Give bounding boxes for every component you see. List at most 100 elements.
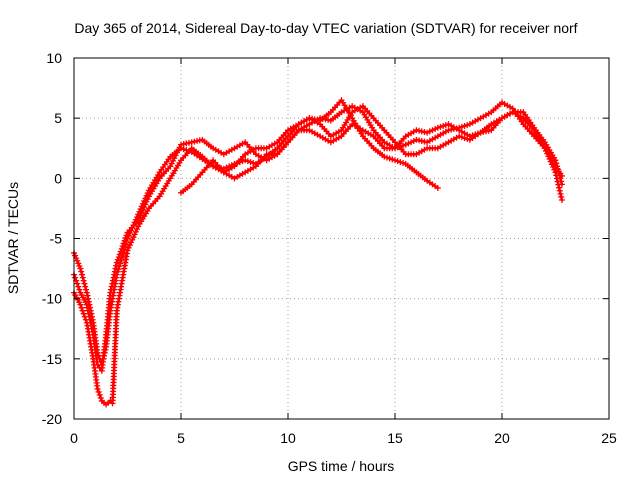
- data-point: [82, 283, 89, 290]
- data-point: [79, 271, 86, 278]
- data-point: [80, 310, 87, 317]
- data-point: [180, 146, 187, 153]
- data-point: [555, 169, 562, 176]
- data-point: [96, 391, 103, 398]
- data-point: [137, 212, 144, 219]
- data-point: [553, 160, 560, 167]
- data-point: [558, 181, 565, 188]
- data-point: [458, 134, 465, 141]
- series-group: [71, 97, 565, 408]
- data-point: [547, 158, 554, 165]
- data-point: [429, 127, 436, 134]
- data-point: [113, 259, 120, 266]
- data-point: [400, 159, 407, 166]
- x-tick-label: 5: [177, 430, 185, 446]
- data-point: [383, 154, 390, 161]
- data-point: [405, 140, 412, 147]
- data-point: [117, 260, 124, 267]
- data-point: [557, 190, 564, 197]
- data-point: [122, 234, 129, 241]
- series-pass-3: [71, 103, 565, 408]
- data-point: [558, 178, 565, 185]
- data-point: [389, 156, 396, 163]
- data-point: [168, 160, 175, 167]
- data-point: [474, 130, 481, 137]
- data-point: [79, 274, 86, 281]
- data-point: [558, 193, 565, 200]
- data-point: [550, 163, 557, 170]
- x-tick-label: 15: [387, 430, 403, 446]
- data-point: [434, 184, 441, 191]
- data-point: [75, 283, 82, 290]
- series-pass-2: [71, 99, 565, 374]
- data-point: [79, 307, 86, 314]
- data-point: [424, 129, 431, 136]
- data-point: [545, 153, 552, 160]
- data-point: [83, 286, 90, 293]
- data-point: [131, 231, 138, 238]
- data-point: [556, 172, 563, 179]
- data-point: [437, 123, 444, 130]
- data-point: [548, 161, 555, 168]
- data-point: [74, 280, 81, 287]
- data-point: [119, 243, 126, 250]
- data-point: [130, 234, 137, 241]
- data-point: [456, 133, 463, 140]
- data-point: [244, 158, 251, 165]
- data-point: [472, 131, 479, 138]
- data-point: [126, 242, 133, 249]
- data-point: [426, 128, 433, 135]
- data-point: [82, 316, 89, 323]
- data-point: [132, 228, 139, 235]
- x-tick-label: 10: [280, 430, 296, 446]
- data-point: [135, 217, 142, 224]
- y-axis-title: SDTVAR / TECUs: [5, 182, 21, 294]
- data-point: [381, 153, 388, 160]
- data-point: [78, 268, 85, 275]
- data-point: [142, 201, 149, 208]
- data-point: [554, 166, 561, 173]
- data-point: [129, 236, 136, 243]
- data-point: [546, 155, 553, 162]
- data-point: [556, 187, 563, 194]
- data-point: [77, 265, 84, 272]
- data-point: [81, 280, 88, 287]
- data-point: [117, 257, 124, 264]
- ticks: [73, 57, 610, 420]
- data-point: [167, 163, 174, 170]
- data-point: [554, 163, 561, 170]
- data-point: [461, 122, 468, 129]
- data-point: [80, 277, 87, 284]
- data-point: [115, 254, 122, 261]
- data-point: [173, 149, 180, 156]
- data-point: [432, 125, 439, 132]
- data-point: [466, 133, 473, 140]
- series-line: [72, 104, 564, 406]
- data-point: [134, 226, 141, 233]
- data-point: [120, 240, 127, 247]
- data-point: [394, 158, 401, 165]
- data-point: [118, 245, 125, 252]
- x-tick-label: 25: [601, 430, 617, 446]
- data-point: [97, 394, 104, 401]
- y-tick-label: -15: [42, 351, 62, 367]
- data-point: [440, 122, 447, 129]
- data-point: [94, 385, 101, 392]
- y-tick-label: -10: [42, 291, 62, 307]
- data-point: [434, 124, 441, 131]
- data-point: [544, 150, 551, 157]
- data-point: [125, 244, 132, 251]
- data-point: [143, 198, 150, 205]
- data-point: [81, 313, 88, 320]
- data-point: [172, 152, 179, 159]
- data-point: [469, 132, 476, 139]
- data-point: [386, 155, 393, 162]
- data-point: [552, 157, 559, 164]
- y-tick-label: -5: [50, 231, 63, 247]
- data-point: [392, 157, 398, 164]
- data-point: [72, 274, 79, 281]
- y-tick-label: 5: [54, 110, 62, 126]
- data-point: [171, 155, 178, 162]
- data-point: [169, 157, 176, 164]
